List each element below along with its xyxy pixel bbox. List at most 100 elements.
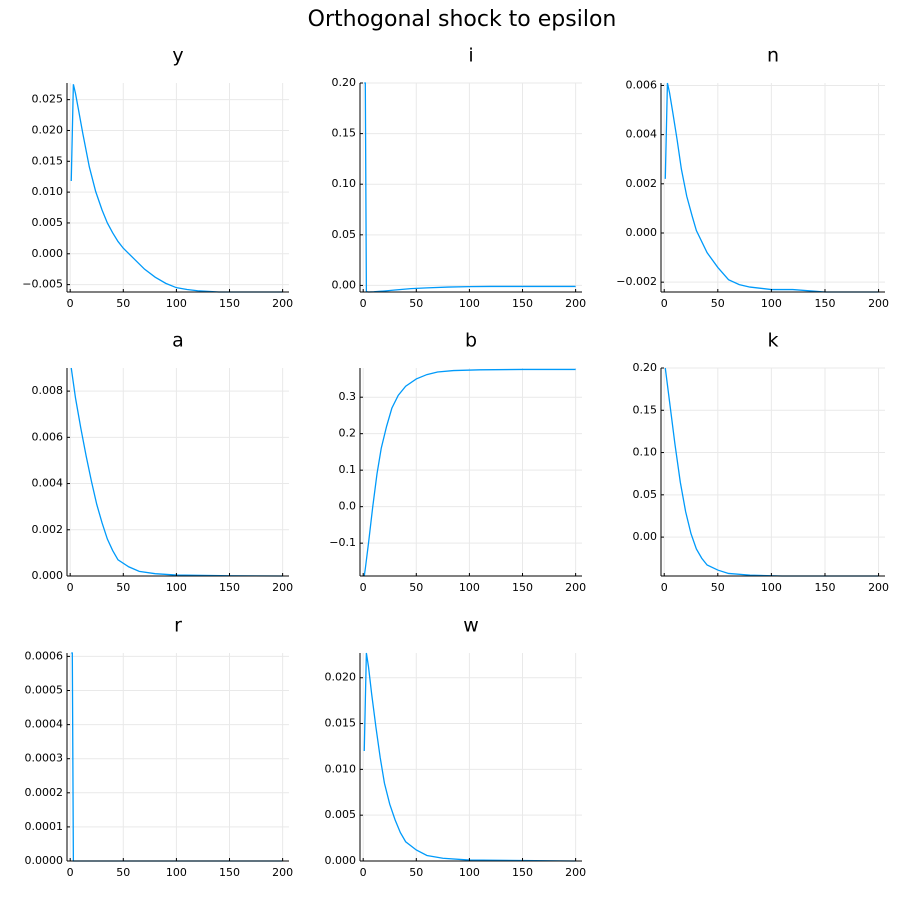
series-line [664,367,879,577]
y-tick-label: 0.006 [32,430,64,443]
panel-n: n 0 50 100 150 200 −0.002 0.000 0.002 0.004 0.006 [616,45,889,311]
x-tick-label: 0 [67,581,74,594]
panel-title: n [767,45,779,67]
panel-title: k [767,330,778,352]
y-tick-label: 0.0000 [25,854,64,867]
series-line [364,82,576,293]
x-tick-label: 50 [409,581,423,594]
y-tick-label: 0.020 [325,671,357,684]
x-tick-label: 150 [814,297,835,310]
x-tick-label: 200 [272,581,293,594]
x-tick-label: 100 [459,581,480,594]
y-tick-label: −0.1 [329,536,356,549]
y-tick-label: 0.20 [633,361,658,374]
panel-w: w 0 50 100 150 200 0.000 0.005 0.010 0.015 0.020 [325,615,587,880]
panel-i: i 0 50 100 150 200 0.00 0.05 0.10 0.15 0.20 [332,45,587,311]
panel-title: w [463,615,479,637]
y-tick-label: 0.000 [626,226,658,239]
x-tick-label: 150 [814,581,835,594]
y-tick-label: 0.15 [332,127,357,140]
x-tick-label: 200 [565,581,586,594]
x-tick-label: 50 [409,866,423,879]
x-tick-label: 200 [565,297,586,310]
panels: y0 50 100 150 200−0.0050.0000.0050.0100.0150… [22,45,889,880]
x-tick-label: 50 [711,581,725,594]
panel-title: r [174,615,182,637]
y-tick-label: 0.006 [626,78,658,91]
panel-a: a 0 50 100 150 200 0.000 0.002 0.004 0.006 0.008 [32,330,294,595]
y-tick-label: 0.010 [32,185,64,198]
x-tick-label: 150 [219,297,240,310]
y-tick-label: 0.005 [32,216,64,229]
panel-title: i [468,45,473,67]
x-tick-label: 100 [166,297,187,310]
x-tick-label: 50 [116,297,130,310]
x-tick-label: 150 [219,866,240,879]
x-tick-label: 50 [116,581,130,594]
y-tick-label: 0.0002 [25,786,64,799]
y-tick-label: 0.10 [633,446,658,459]
y-tick-label: 0.05 [633,488,658,501]
series-line [664,82,879,293]
y-tick-label: 0.0006 [25,649,64,662]
panel-y: y 0 50 100 150 200 −0.005 0.000 0.005 0.010 0.015 0… [22,45,293,311]
y-tick-label: 0.05 [332,228,357,241]
x-tick-label: 150 [512,581,533,594]
y-tick-label: 0.002 [626,177,658,190]
x-tick-label: 100 [166,581,187,594]
y-tick-label: 0.015 [325,717,357,730]
panel-k: k 0 50 100 150 200 0.00 0.05 0.10 0.15 0.20 [633,330,890,595]
y-tick-label: 0.005 [325,808,357,821]
x-tick-label: 0 [67,866,74,879]
y-tick-label: 0.3 [339,390,357,403]
x-tick-label: 50 [409,297,423,310]
y-tick-label: 0.15 [633,403,658,416]
y-tick-label: 0.00 [633,530,658,543]
y-tick-label: 0.010 [325,762,357,775]
y-tick-label: −0.005 [22,278,63,291]
x-tick-label: 0 [67,297,74,310]
series-line [70,367,283,577]
y-tick-label: 0.0004 [25,718,64,731]
panel-title: a [172,330,184,352]
x-tick-label: 0 [360,866,367,879]
series-line [70,84,283,293]
x-tick-label: 150 [512,297,533,310]
series-line [363,368,576,577]
y-tick-label: 0.004 [32,477,64,490]
y-tick-label: 0.015 [32,154,64,167]
x-tick-label: 200 [565,866,586,879]
y-tick-label: 0.20 [332,76,357,89]
x-tick-label: 150 [219,581,240,594]
y-tick-label: 0.000 [32,569,64,582]
x-tick-label: 0 [360,581,367,594]
y-tick-label: 0.10 [332,177,357,190]
x-tick-label: 100 [166,866,187,879]
y-tick-label: 0.2 [339,427,357,440]
y-tick-label: −0.002 [616,275,657,288]
y-tick-label: 0.1 [339,463,357,476]
y-tick-label: 0.002 [32,523,64,536]
x-tick-label: 0 [661,581,668,594]
x-tick-label: 100 [761,581,782,594]
y-tick-label: 0.0 [339,500,357,513]
y-tick-label: 0.004 [626,128,658,141]
panel-b: b 0 50 100 150 200 −0.1 0.0 0.1 0.2 0.3 [329,330,586,595]
x-tick-label: 100 [459,866,480,879]
y-tick-label: 0.008 [32,384,64,397]
y-tick-label: 0.0005 [25,684,64,697]
x-tick-label: 50 [711,297,725,310]
panel-title: b [465,330,477,352]
y-tick-label: 0.0003 [25,752,64,765]
y-tick-label: 0.000 [32,247,64,260]
x-tick-label: 200 [868,581,889,594]
panel-r: r 0 50 100 150 200 0.0000 0.0001 0.0002 0.0003 0.0… [25,615,294,880]
series-line [71,652,283,862]
y-tick-label: 0.0001 [25,820,64,833]
y-tick-label: 0.00 [332,278,357,291]
x-tick-label: 200 [272,297,293,310]
x-tick-label: 200 [272,866,293,879]
figure-title: Orthogonal shock to epsilon [308,7,617,32]
series-line [363,652,576,862]
